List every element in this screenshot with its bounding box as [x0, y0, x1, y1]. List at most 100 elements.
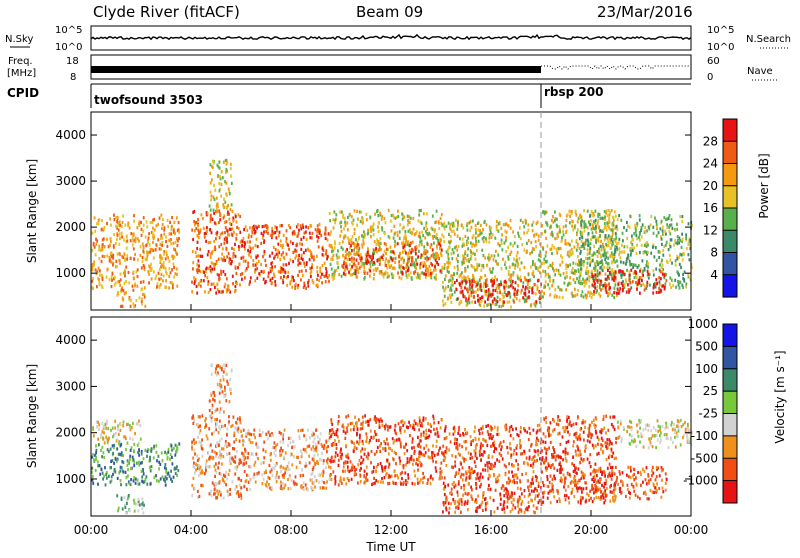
scatter-cell: [453, 230, 455, 233]
scatter-cell: [227, 427, 229, 430]
scatter-cell: [566, 275, 568, 278]
scatter-cell: [629, 247, 631, 250]
scatter-cell: [457, 235, 459, 238]
scatter-cell: [680, 281, 682, 284]
scatter-cell: [393, 482, 395, 485]
scatter-cell: [329, 244, 331, 247]
scatter-cell: [343, 227, 345, 230]
scatter-cell: [417, 468, 419, 471]
scatter-cell: [358, 247, 360, 250]
scatter-cell: [630, 253, 632, 256]
scatter-cell: [460, 291, 462, 294]
scatter-cell: [126, 483, 128, 486]
cpid-segment-name: rbsp 200: [544, 85, 603, 99]
scatter-cell: [524, 266, 526, 269]
scatter-cell: [351, 441, 353, 444]
scatter-cell: [129, 427, 131, 430]
scatter-cell: [385, 465, 387, 468]
scatter-cell: [120, 305, 122, 308]
scatter-cell: [430, 430, 432, 433]
scatter-cell: [200, 270, 202, 273]
scatter-cell: [423, 431, 425, 434]
scatter-cell: [556, 224, 558, 227]
scatter-cell: [124, 274, 126, 277]
scatter-cell: [687, 274, 689, 277]
scatter-cell: [589, 294, 591, 297]
scatter-cell: [114, 434, 116, 437]
scatter-cell: [300, 278, 302, 281]
scatter-cell: [192, 261, 194, 264]
date-label: 23/Mar/2016: [597, 3, 693, 21]
scatter-cell: [257, 245, 259, 248]
scatter-cell: [211, 373, 213, 376]
scatter-cell: [110, 224, 112, 227]
scatter-cell: [459, 283, 461, 286]
scatter-cell: [358, 237, 360, 240]
scatter-cell: [378, 240, 380, 243]
scatter-cell: [118, 442, 120, 445]
scatter-cell: [127, 423, 129, 426]
scatter-cell: [254, 461, 256, 464]
scatter-cell: [160, 214, 162, 217]
scatter-cell: [675, 264, 677, 267]
colorbar-swatch: [723, 141, 737, 164]
scatter-cell: [93, 458, 95, 461]
scatter-cell: [146, 455, 148, 458]
scatter-cell: [137, 444, 139, 447]
scatter-cell: [412, 241, 414, 244]
scatter-cell: [114, 276, 116, 279]
scatter-cell: [438, 220, 440, 223]
scatter-cell: [236, 282, 238, 285]
scatter-cell: [580, 272, 582, 275]
scatter-cell: [587, 291, 589, 294]
scatter-cell: [214, 198, 216, 201]
scatter-cell: [613, 260, 615, 263]
scatter-cell: [271, 486, 273, 489]
scatter-cell: [313, 441, 315, 444]
scatter-cell: [595, 291, 597, 294]
scatter-cell: [398, 255, 400, 258]
scatter-cell: [286, 229, 288, 232]
scatter-cell: [296, 243, 298, 246]
colorbar-tick-label: 28: [703, 134, 718, 148]
scatter-cell: [112, 257, 114, 260]
scatter-cell: [423, 447, 425, 450]
scatter-cell: [658, 256, 660, 259]
scatter-cell: [116, 220, 118, 223]
scatter-cell: [399, 276, 401, 279]
scatter-cell: [565, 242, 567, 245]
scatter-cell: [158, 461, 160, 464]
scatter-cell: [411, 256, 413, 259]
scatter-cell: [362, 222, 364, 225]
scatter-cell: [398, 260, 400, 263]
scatter-cell: [314, 475, 316, 478]
scatter-cell: [450, 287, 452, 290]
scatter-cell: [388, 476, 390, 479]
scatter-cell: [222, 203, 224, 206]
scatter-cell: [421, 243, 423, 246]
scatter-cell: [664, 283, 666, 286]
scatter-cell: [283, 275, 285, 278]
scatter-cell: [475, 243, 477, 246]
scatter-cell: [254, 270, 256, 273]
scatter-cell: [272, 277, 274, 280]
scatter-cell: [211, 456, 213, 459]
scatter-cell: [118, 453, 120, 456]
scatter-cell: [235, 438, 237, 441]
scatter-cell: [608, 244, 610, 247]
scatter-cell: [527, 283, 529, 286]
scatter-cell: [198, 474, 200, 477]
scatter-cell: [387, 276, 389, 279]
freq-label-line2: [MHz]: [7, 68, 36, 79]
scatter-cell: [456, 279, 458, 282]
scatter-cell: [552, 234, 554, 237]
scatter-cell: [170, 470, 172, 473]
scatter-cell: [345, 431, 347, 434]
scatter-cell: [510, 219, 512, 222]
scatter-cell: [208, 427, 210, 430]
scatter-cell: [98, 443, 100, 446]
scatter-cell: [347, 461, 349, 464]
scatter-cell: [442, 223, 444, 226]
scatter-cell: [307, 488, 309, 491]
